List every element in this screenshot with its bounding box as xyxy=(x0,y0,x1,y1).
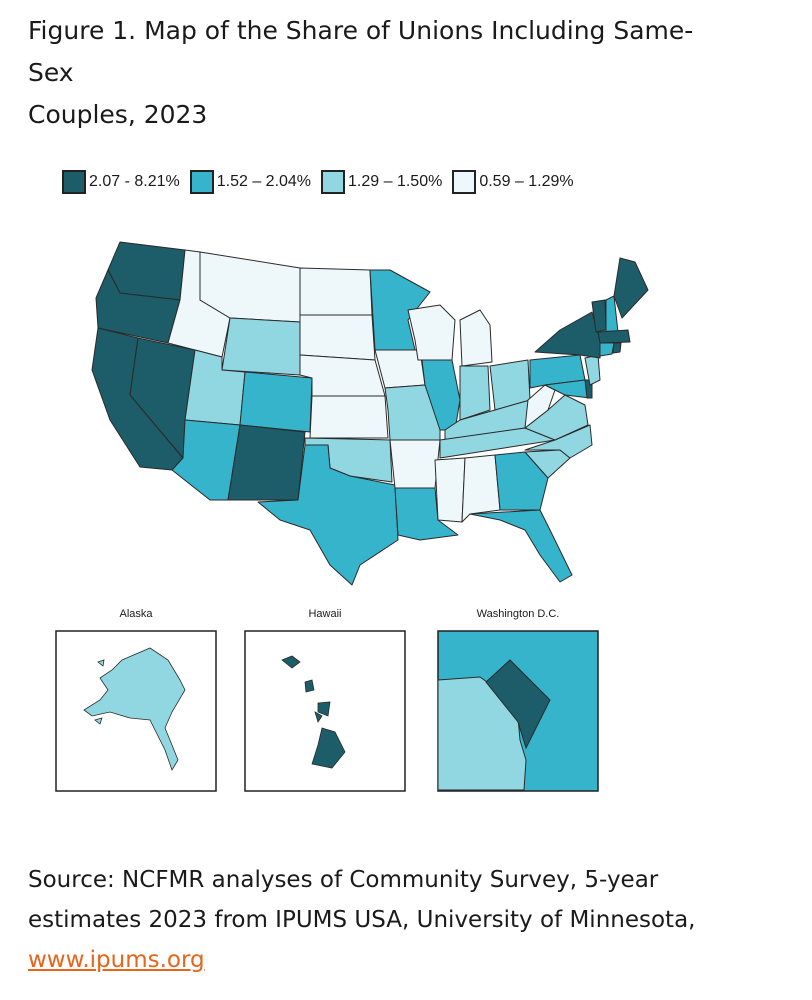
source-line1: Source: NCFMR analyses of Community Surv… xyxy=(28,867,659,893)
legend-item-mid-high: 1.52 – 2.04% xyxy=(189,170,312,194)
state-indiana xyxy=(459,365,491,421)
figure-title: Figure 1. Map of the Share of Unions Inc… xyxy=(28,10,728,136)
state-west-virginia xyxy=(524,384,556,429)
state-louisiana xyxy=(394,487,459,541)
state-mississippi xyxy=(434,457,466,523)
legend-label-low: 0.59 – 1.29% xyxy=(479,173,574,190)
state-texas xyxy=(257,444,399,586)
legend-label-mid-high: 1.52 – 2.04% xyxy=(216,173,312,190)
state-new-mexico xyxy=(227,424,306,501)
figure-title-line2: Couples, 2023 xyxy=(28,100,208,129)
state-alabama xyxy=(461,454,501,523)
hawaii-island-molokai xyxy=(314,711,323,723)
state-florida xyxy=(469,509,573,583)
source-link[interactable]: www.ipums.org xyxy=(28,947,205,973)
legend-swatch-high xyxy=(62,170,86,194)
state-alaska xyxy=(83,647,186,771)
hawaii-island-big xyxy=(311,727,346,769)
legend-item-mid-low: 1.29 – 1.50% xyxy=(321,170,442,194)
legend: 2.07 - 8.21% 1.52 – 2.04% 1.29 – 1.50% 0… xyxy=(62,170,584,194)
legend-item-low: 0.59 – 1.29% xyxy=(452,170,574,194)
dc-district xyxy=(485,659,551,750)
state-michigan xyxy=(459,309,493,367)
legend-swatch-mid-low xyxy=(321,170,346,194)
state-south-dakota xyxy=(299,314,376,361)
state-rhode-island xyxy=(612,342,622,354)
inset-dc-label: Washington D.C. xyxy=(476,608,560,620)
state-north-dakota xyxy=(299,267,373,316)
inset-alaska-label: Alaska xyxy=(119,608,153,620)
hawaii-island-kauai xyxy=(281,655,301,669)
legend-label-mid-low: 1.29 – 1.50% xyxy=(348,173,443,190)
legend-swatch-low xyxy=(452,170,477,194)
state-colorado xyxy=(239,371,313,433)
state-nebraska xyxy=(299,354,386,397)
state-connecticut xyxy=(599,342,615,357)
legend-item-high: 2.07 - 8.21% xyxy=(62,170,180,194)
inset-hawaii-label: Hawaii xyxy=(308,608,342,620)
source-line2: estimates 2023 from IPUMS USA, Universit… xyxy=(28,907,696,933)
state-wyoming xyxy=(221,317,301,376)
state-georgia xyxy=(494,451,549,511)
legend-swatch-mid-high xyxy=(189,170,214,194)
figure-title-line1: Figure 1. Map of the Share of Unions Inc… xyxy=(28,16,694,87)
alaska-island xyxy=(97,659,105,667)
hawaii-island-oahu xyxy=(304,679,315,693)
alaska-island xyxy=(94,717,103,725)
state-new-york xyxy=(534,311,601,359)
state-kansas xyxy=(309,395,389,439)
legend-label-high: 2.07 - 8.21% xyxy=(89,173,180,190)
source-note: Source: NCFMR analyses of Community Surv… xyxy=(28,860,788,980)
hawaii-island-maui xyxy=(317,701,331,717)
state-arkansas xyxy=(389,439,441,489)
state-maine xyxy=(613,257,649,319)
state-massachusetts xyxy=(597,329,631,344)
